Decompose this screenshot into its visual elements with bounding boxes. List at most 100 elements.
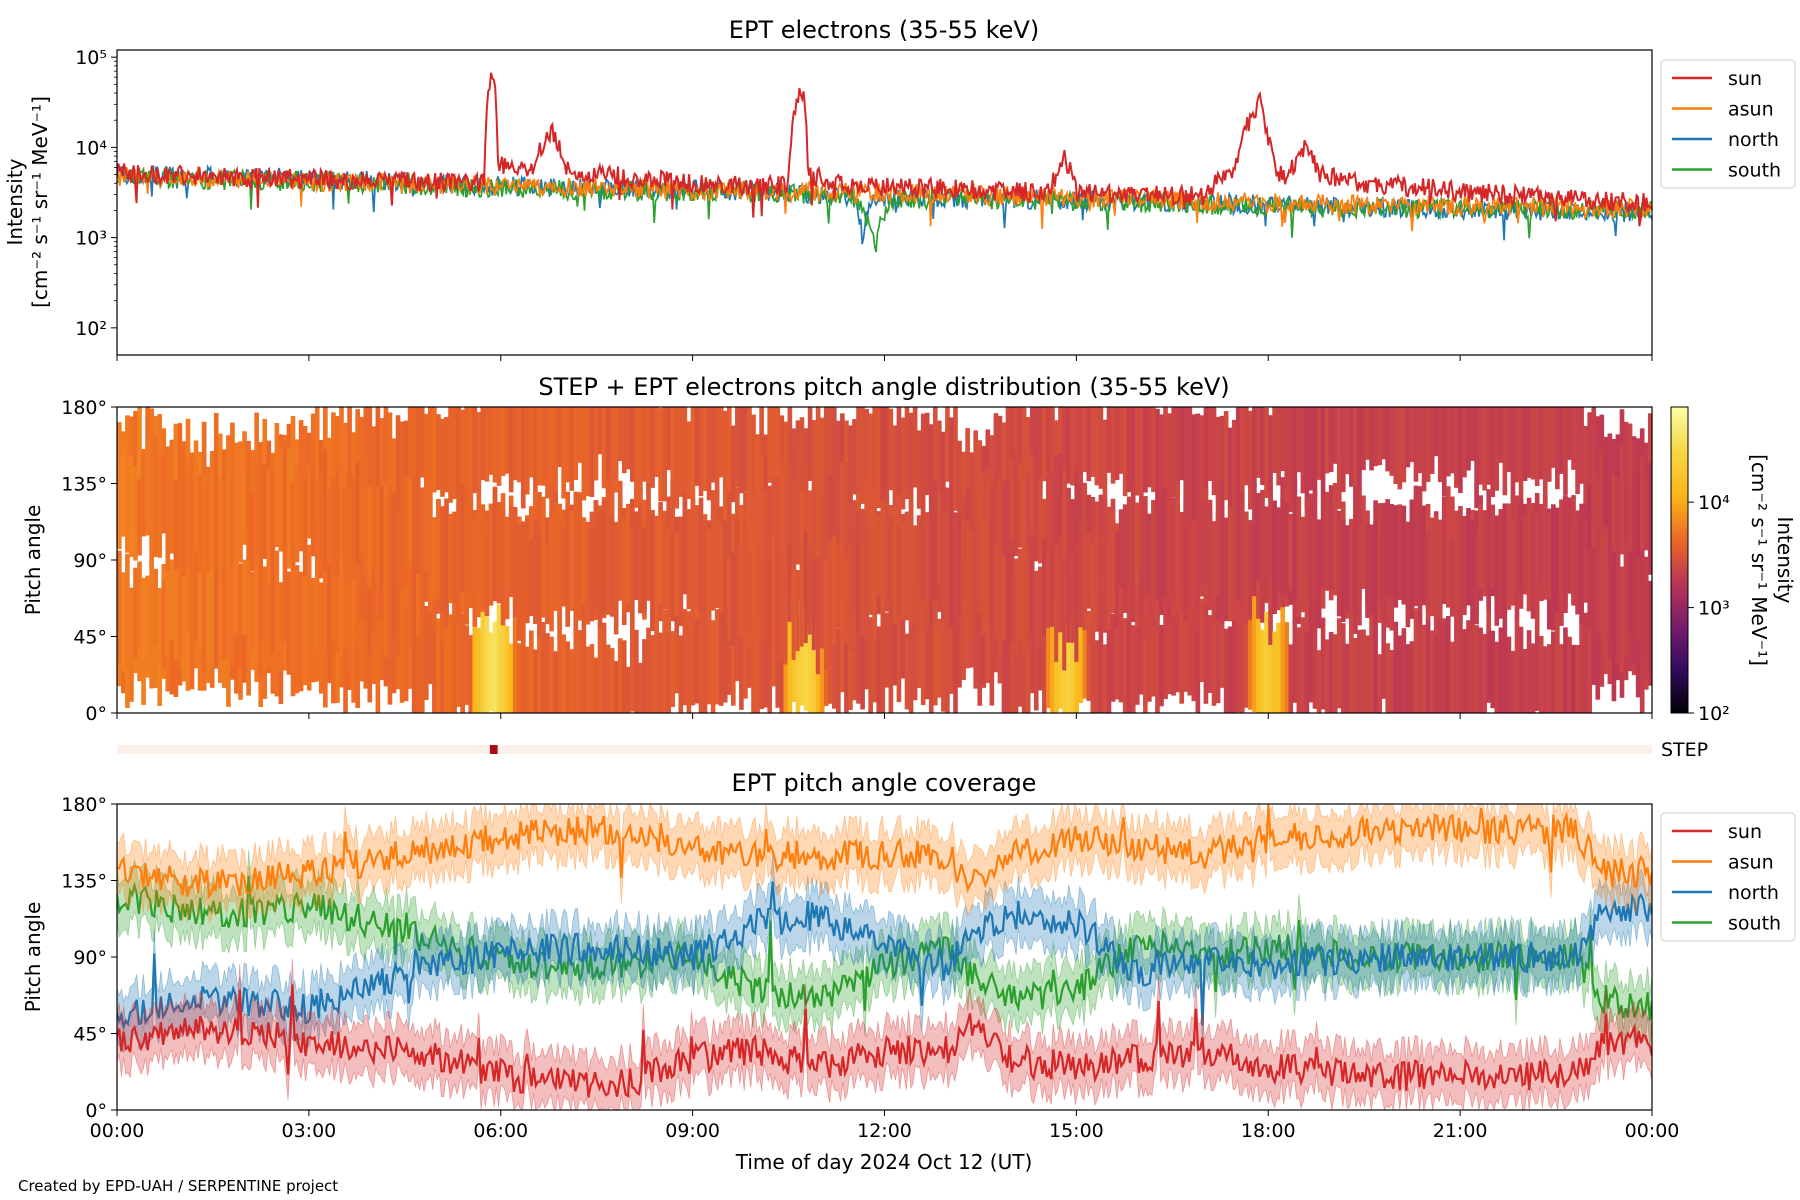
pad-cell	[1357, 407, 1362, 491]
pad-cell	[149, 562, 154, 650]
pad-cell	[1033, 459, 1039, 562]
pad-cell	[351, 606, 356, 703]
pad-cell	[993, 546, 999, 638]
pad-cell	[1417, 407, 1423, 474]
pad-cell	[674, 407, 680, 509]
pad-cell	[1647, 580, 1652, 673]
pad-cell	[605, 644, 611, 713]
pad-cell	[662, 609, 667, 713]
pad-cell	[767, 407, 772, 483]
pad-cell	[537, 629, 542, 713]
pad-cell	[1098, 526, 1104, 608]
pad-cell	[395, 415, 401, 530]
pad-cell	[1244, 407, 1249, 486]
pad-cell	[1062, 637, 1067, 713]
pad-cell	[678, 407, 684, 497]
pad-cell	[1571, 407, 1576, 470]
pad-cell	[1102, 497, 1108, 580]
pad-cell	[1478, 502, 1483, 589]
pad-cell	[997, 566, 1003, 654]
pad-cell	[852, 593, 857, 701]
pad-cell	[1401, 407, 1407, 483]
pad-cell	[1595, 416, 1601, 526]
pad-cell	[642, 639, 647, 713]
pad-cell	[161, 455, 167, 534]
pad-cell	[888, 621, 894, 713]
pad-cell	[949, 417, 954, 512]
pad-cell	[961, 451, 966, 536]
pad-cell	[1276, 407, 1281, 486]
pad-cell	[739, 504, 744, 582]
pad-cell	[1369, 609, 1374, 713]
pad-cell	[1462, 407, 1467, 478]
pad-cell	[343, 606, 348, 713]
intensity-y-tick-label: 10²	[75, 318, 107, 340]
pad-cell	[209, 563, 215, 667]
pad-cell	[1029, 599, 1035, 694]
pad-cell	[1546, 407, 1552, 482]
pad-cell	[290, 415, 296, 509]
pad-cell	[1639, 608, 1645, 713]
pad-cell	[836, 476, 841, 569]
pad-cell	[924, 512, 930, 631]
pad-cell	[1409, 407, 1415, 463]
pad-cell	[557, 609, 562, 713]
pad-cell	[1571, 644, 1576, 713]
pad-cell	[1421, 407, 1427, 492]
pad-cell	[205, 563, 211, 663]
pad-cell	[306, 463, 312, 539]
pad-cell	[1288, 513, 1294, 591]
pad-cell	[500, 607, 506, 713]
pad-cell	[1425, 407, 1431, 482]
pad-cell	[415, 591, 421, 713]
pad-cell	[436, 414, 441, 490]
pad-cell	[1429, 407, 1435, 474]
pad-cell	[1389, 504, 1395, 597]
pad-cell	[860, 542, 865, 637]
pad-cell	[464, 407, 470, 514]
pad-cell	[1211, 606, 1217, 706]
pad-cell	[1017, 548, 1023, 644]
pad-cell	[1183, 407, 1189, 510]
pad-cell	[937, 420, 942, 526]
coverage-legend-sun-label: sun	[1728, 821, 1762, 843]
pad-cell	[1538, 407, 1544, 480]
pad-cell	[827, 475, 833, 557]
pad-cell	[436, 500, 441, 599]
pad-cell	[726, 556, 732, 640]
credit-text: Created by EPD-UAH / SERPENTINE project	[18, 1177, 338, 1195]
pad-cell	[1397, 520, 1403, 600]
pad-cell	[1094, 640, 1100, 713]
pad-cell	[900, 417, 906, 510]
pad-cell	[1498, 407, 1504, 463]
pad-cell	[718, 583, 724, 706]
pad-cell	[529, 539, 534, 617]
pad-cell	[1126, 496, 1132, 599]
pad-cell	[973, 430, 979, 510]
pad-cell	[965, 583, 970, 669]
pad-cell	[282, 441, 288, 551]
coverage-panel-title: EPT pitch angle coverage	[732, 769, 1037, 797]
coverage-x-tick-label: 03:00	[281, 1120, 336, 1142]
pad-cell	[965, 520, 970, 607]
pad-cell	[1235, 490, 1241, 601]
pad-cell	[650, 407, 655, 488]
pad-cell	[811, 479, 817, 567]
pad-cell	[1163, 488, 1168, 596]
pad-cell	[1066, 621, 1071, 713]
coverage-legend-north-label: north	[1728, 882, 1779, 904]
pad-cell	[1365, 635, 1370, 713]
pad-cell	[1332, 407, 1338, 464]
pad-cell	[1252, 407, 1257, 487]
pad-cell	[1405, 521, 1411, 628]
pad-cell	[129, 587, 134, 679]
pad-cell	[634, 407, 639, 508]
pad-cell	[799, 540, 805, 647]
pad-cell	[1567, 497, 1572, 593]
pad-cell	[1292, 622, 1298, 703]
pad-cell	[1607, 544, 1613, 660]
pad-cell	[569, 407, 575, 491]
colorbar-tick-label: 10⁴	[1698, 492, 1730, 514]
pad-cell	[916, 515, 922, 628]
pad-cell	[1175, 484, 1180, 591]
